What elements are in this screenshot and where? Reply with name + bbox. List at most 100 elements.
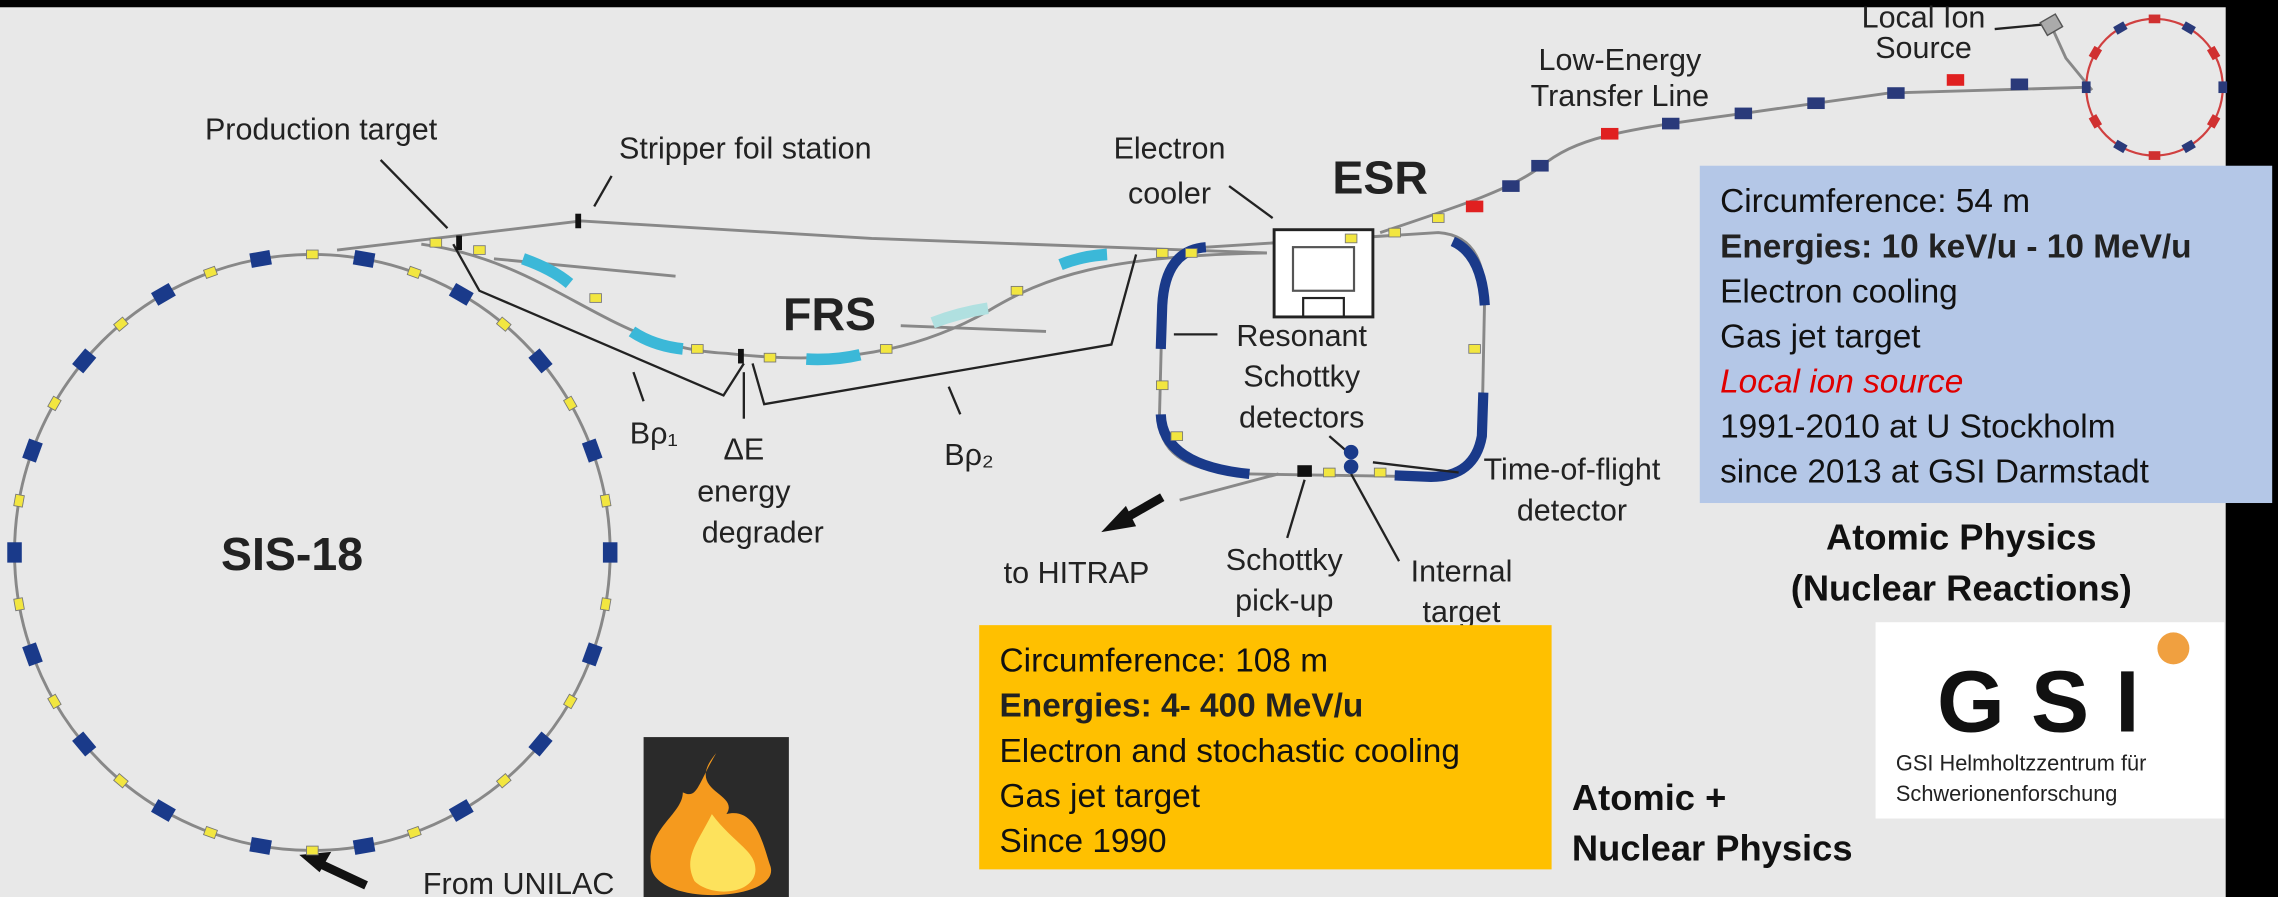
pickup: [1297, 465, 1312, 477]
quadrupole: [563, 693, 578, 710]
magnet: [2181, 139, 2196, 154]
dipole: [528, 731, 553, 757]
esr-info-box: [1699, 165, 2273, 504]
magnet: [2088, 114, 2103, 129]
label: Internal: [1411, 555, 1513, 589]
label: cooler: [1128, 177, 1211, 211]
dipole: [448, 799, 474, 822]
bracket: [751, 254, 1138, 406]
quadrupole: [1432, 213, 1445, 223]
quadrupole: [1388, 227, 1401, 238]
stripper-foil: [575, 213, 582, 229]
leader: [593, 175, 613, 208]
magnet: [2081, 81, 2091, 94]
quadrupole: [1344, 233, 1358, 244]
label: Local Ion: [1862, 1, 1986, 35]
label: detectors: [1239, 400, 1364, 434]
quadrupole: [473, 245, 486, 255]
info-line: Circumference: 108 m: [1000, 643, 1329, 680]
dipole: [151, 282, 176, 306]
magnet: [1734, 107, 1753, 120]
magnet: [1662, 117, 1680, 130]
dipole: [249, 250, 272, 268]
heading: Atomic Physics: [1826, 517, 2096, 558]
magnet: [2206, 114, 2221, 129]
target: [456, 235, 462, 251]
quadrupole: [113, 773, 129, 789]
quadrupole: [1323, 467, 1336, 478]
dipole: [528, 348, 553, 374]
info-line: Electron and stochastic cooling: [1000, 733, 1460, 770]
quadrupole: [1185, 248, 1198, 258]
quadrupole: [691, 344, 704, 354]
info-line: 1991-2010 at U Stockholm: [1720, 409, 2115, 446]
label: to HITRAP: [1004, 556, 1150, 590]
detector: [1343, 459, 1359, 474]
quadrupole: [13, 493, 25, 508]
info-line: since 2013 at GSI Darmstadt: [1720, 454, 2149, 491]
quadrupole: [1155, 380, 1169, 391]
label: Time-of-flight: [1484, 453, 1661, 487]
dipole: [602, 542, 618, 563]
accelerator-layout: [7, 13, 2228, 897]
heading: Nuclear Physics: [1572, 828, 1853, 869]
info-line: Local ion source: [1720, 364, 1963, 401]
magnet: [1887, 87, 1905, 99]
dipole: [249, 837, 272, 855]
magnet: [1946, 74, 1965, 86]
info-line: Energies: 4- 400 MeV/u: [1000, 688, 1364, 725]
magnet: [2113, 139, 2128, 154]
esr-dipole: [1394, 392, 1489, 482]
label: Source: [1875, 31, 1972, 65]
label: Schottky: [1226, 543, 1344, 577]
quadrupole: [202, 825, 219, 840]
label: Electron: [1114, 131, 1226, 165]
electron-cooler: [1291, 246, 1356, 292]
quadrupole: [495, 316, 512, 332]
electron-cooler: [1272, 228, 1375, 319]
magnet: [1465, 200, 1484, 213]
logo-caption: Schwerionenforschung: [1896, 781, 2118, 806]
quadrupole: [47, 693, 62, 710]
quadrupole: [306, 249, 319, 260]
frs-dipole: [930, 302, 989, 329]
quadrupole: [589, 293, 602, 303]
quadrupole: [1170, 431, 1184, 441]
quadrupole: [599, 597, 612, 612]
dipole: [22, 642, 43, 667]
quadrupole: [495, 773, 512, 789]
quadrupole: [13, 597, 25, 612]
magnet: [2148, 151, 2161, 160]
label: Resonant: [1236, 319, 1367, 353]
bracket: [452, 243, 745, 397]
leader: [1372, 461, 1459, 474]
magnet: [2010, 78, 2029, 91]
dipole: [352, 837, 376, 855]
quadrupole: [113, 316, 129, 332]
info-line: Gas jet target: [1720, 318, 1921, 355]
label: degrader: [702, 515, 824, 549]
info-line: Gas jet target: [1000, 778, 1201, 815]
fire-icon: [690, 814, 756, 892]
label: target: [1423, 595, 1501, 629]
quadrupole: [563, 395, 578, 412]
info-line: Circumference: 54 m: [1720, 183, 2030, 220]
sis-info: Circumference: 108 m Energies: 4- 400 MeV…: [1000, 643, 1460, 860]
label: FRS: [783, 288, 876, 340]
label: SIS-18: [221, 528, 363, 580]
sis-info-box: [979, 625, 1552, 870]
quadrupole: [1155, 248, 1169, 258]
frs-dipole: [521, 253, 574, 289]
dipole: [7, 542, 22, 563]
label: Transfer Line: [1531, 79, 1710, 113]
label: ESR: [1332, 151, 1428, 203]
leader: [632, 371, 645, 402]
magnet: [2088, 45, 2103, 61]
quadrupole: [306, 845, 319, 856]
label: pick-up: [1235, 584, 1333, 618]
esr-info: Circumference: 54 m Energies: 10 keV/u - …: [1720, 183, 2191, 490]
arrow: [317, 859, 368, 890]
label: Bρ₁: [630, 416, 678, 450]
dipole: [151, 799, 176, 822]
